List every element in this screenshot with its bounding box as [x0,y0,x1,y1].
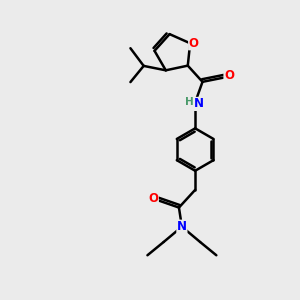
Text: O: O [224,69,234,82]
Text: N: N [177,220,187,233]
Text: H: H [185,98,194,107]
Text: N: N [194,98,204,110]
Text: O: O [148,192,158,205]
Text: O: O [189,37,199,50]
